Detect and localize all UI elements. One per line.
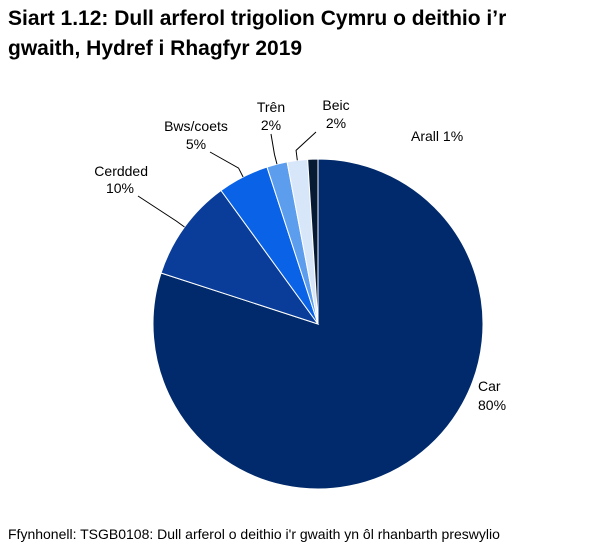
pie-slice-arall: [307, 158, 319, 325]
slice-value-bws-coets: 5%: [186, 136, 206, 152]
pie-slice-car: [152, 158, 484, 490]
slice-value-beic: 2%: [326, 115, 346, 131]
slice-value-arall: 1%: [443, 128, 463, 144]
slice-label-arall: Arall 1%: [411, 128, 463, 144]
slice-value-tren: 2%: [261, 117, 281, 133]
pie-chart: Car 80% Cerdded 10% Bws/coets 5% Trên 2%…: [94, 97, 506, 490]
chart-title: Siart 1.12: Dull arferol trigolion Cymru…: [8, 4, 588, 64]
chart-title-line-1: Siart 1.12: Dull arferol trigolion Cymru…: [8, 7, 507, 30]
slice-label-beic: Beic: [322, 97, 349, 113]
leader-line-bws-coets: [209, 151, 244, 178]
slice-value-car: 80%: [478, 397, 506, 413]
slice-label-car: Car: [478, 378, 501, 394]
slice-label-tren: Trên: [257, 99, 285, 115]
slice-label-cerdded: Cerdded: [94, 163, 148, 179]
leader-line-cerdded: [137, 195, 185, 228]
leader-line-beic: [295, 131, 317, 161]
leader-line-tren: [270, 133, 278, 165]
leader-lines: [137, 131, 317, 228]
slice-label-arall-name: Arall: [411, 128, 439, 144]
slice-value-cerdded: 10%: [106, 180, 134, 196]
slice-label-bws-coets: Bws/coets: [164, 118, 228, 134]
pie-slices: [152, 158, 484, 490]
chart-title-line-2: gwaith, Hydref i Rhagfyr 2019: [8, 37, 303, 60]
source-note: Ffynhonell: TSGB0108: Dull arferol o dei…: [8, 526, 500, 542]
